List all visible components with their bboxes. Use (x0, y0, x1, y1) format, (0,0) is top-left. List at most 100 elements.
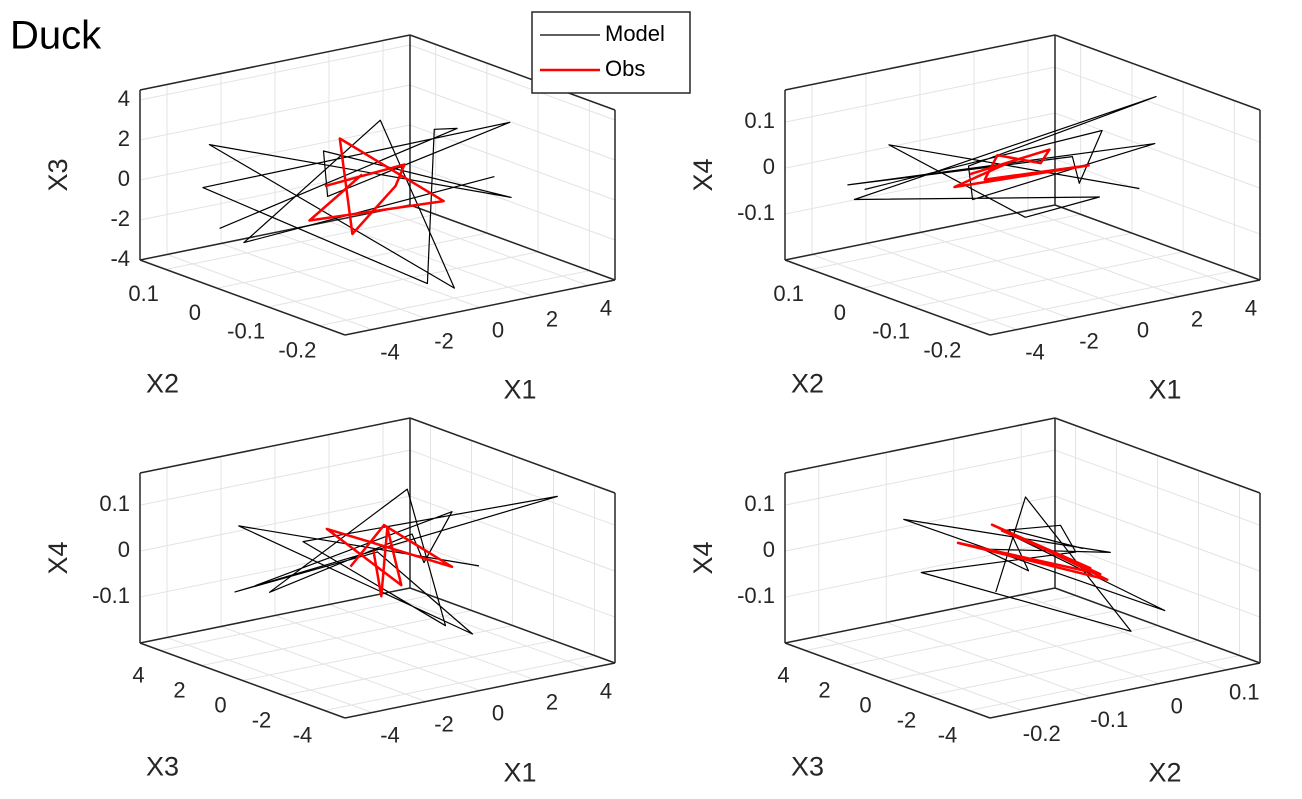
z-tick-label: -0.1 (737, 200, 775, 225)
grid-line (1054, 449, 1261, 526)
grid-line (409, 164, 616, 241)
axis-edge (139, 587, 411, 644)
z-tick-label: 0 (118, 537, 130, 562)
axis-edge (409, 587, 616, 664)
x-axis-label: X2 (1148, 758, 1181, 788)
grid-line (784, 66, 1056, 123)
axis-edge (1054, 204, 1261, 281)
grid-line (166, 254, 373, 330)
axis-edge (784, 259, 991, 336)
y-tick-label: -2 (252, 707, 272, 732)
y-tick-label: -0.1 (227, 319, 265, 344)
axis-edge (1054, 417, 1261, 494)
axis-edge (409, 417, 616, 494)
x-tick-label: 4 (1245, 295, 1257, 320)
x-axis-label: X1 (1148, 375, 1181, 405)
z-tick-label: 0.1 (99, 491, 130, 516)
x-tick-label: 4 (600, 678, 612, 703)
axis-edge (784, 204, 1056, 261)
z-axis-label: X4 (43, 541, 73, 574)
grid-line (846, 610, 1117, 666)
grid-line (409, 495, 616, 572)
y-axis-label: X2 (146, 369, 179, 399)
y-tick-label: -4 (938, 722, 958, 747)
grid-line (283, 640, 554, 696)
axis-edge (1054, 34, 1261, 111)
z-tick-label: 0 (763, 537, 775, 562)
grid-line (913, 251, 1184, 308)
grid-line (1054, 495, 1261, 572)
y-tick-label: -0.2 (923, 337, 961, 362)
grid-line (324, 655, 595, 711)
axis-edge (139, 259, 346, 336)
grid-line (928, 640, 1199, 696)
z-tick-label: 2 (118, 126, 130, 151)
grid-line (139, 495, 411, 552)
y-tick-label: 0.1 (773, 281, 804, 306)
x-tick-label: -0.1 (1090, 707, 1128, 732)
z-tick-label: -0.1 (92, 583, 130, 608)
trajectory (956, 523, 1109, 581)
grid-line (805, 595, 1076, 651)
grid-line (268, 251, 539, 308)
grid-line (784, 112, 1056, 169)
y-tick-label: 0 (189, 300, 201, 325)
x-tick-label: 2 (546, 306, 558, 331)
axis-edge (784, 34, 1056, 91)
grid-line (969, 655, 1240, 711)
legend-box (531, 11, 691, 94)
grid-line (139, 449, 411, 506)
y-tick-label: -2 (897, 707, 917, 732)
z-tick-label: -4 (110, 246, 130, 271)
grid-line (810, 213, 1081, 270)
axis-edge (784, 417, 1056, 474)
axis-edge (139, 417, 411, 474)
legend-label: Obs (605, 56, 645, 81)
axis-edge (139, 204, 411, 261)
grid-line (811, 254, 1018, 330)
grid-line (382, 210, 589, 286)
legend: Model Obs (531, 11, 691, 94)
z-tick-label: -2 (110, 206, 130, 231)
y-tick-label: 2 (173, 677, 185, 702)
axis-edge (989, 279, 1261, 336)
grid-line (861, 232, 1132, 289)
y-axis-label: X3 (791, 752, 824, 782)
x-tick-label: 0 (492, 317, 504, 342)
y-tick-label: 4 (777, 662, 789, 687)
axis-edge (344, 662, 616, 719)
grid-line (220, 243, 427, 319)
grid-line (216, 232, 487, 289)
grid-line (784, 541, 1056, 598)
grid-line (973, 221, 1180, 297)
z-tick-label: 0 (763, 154, 775, 179)
grid-line (409, 44, 616, 121)
grid-line (1027, 210, 1234, 286)
x-tick-label: 0 (1137, 317, 1149, 342)
grid-line (139, 541, 411, 598)
axis-edge (344, 279, 616, 336)
axis-edge (989, 662, 1261, 719)
y-tick-label: 2 (818, 677, 830, 702)
x-tick-label: -2 (434, 328, 454, 353)
y-tick-label: 0.1 (128, 281, 159, 306)
z-axis-label: X3 (43, 158, 73, 191)
axis-edge (139, 642, 346, 719)
grid-line (160, 595, 431, 651)
x-tick-label: 0 (492, 700, 504, 725)
grid-line (784, 158, 1056, 215)
y-tick-label: 4 (132, 662, 144, 687)
z-tick-label: 0.1 (744, 491, 775, 516)
y-tick-label: 0 (834, 300, 846, 325)
grid-line (139, 44, 411, 101)
grid-line (319, 270, 590, 327)
trajectory (847, 96, 1157, 218)
trajectory (325, 523, 454, 598)
grid-line (964, 270, 1235, 327)
x-axis-label: X1 (503, 375, 536, 405)
legend-label: Model (605, 21, 665, 46)
z-tick-label: 0.1 (744, 108, 775, 133)
grid-line (1054, 158, 1261, 235)
